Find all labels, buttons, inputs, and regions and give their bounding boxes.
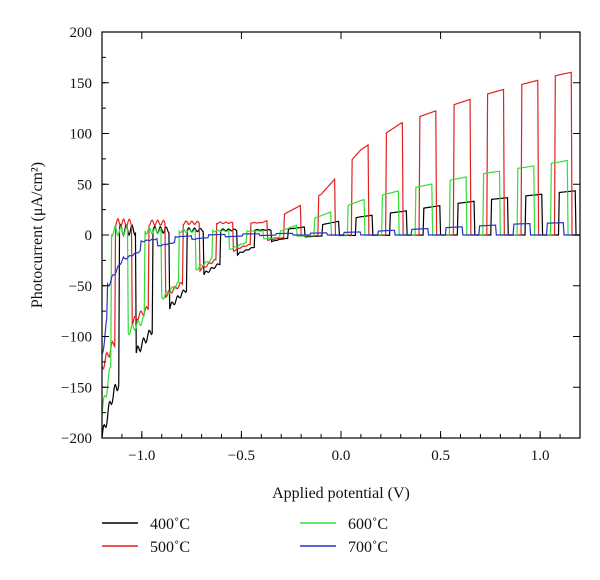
x-tick-label: 0.0 <box>332 448 351 464</box>
series-layer <box>102 71 580 438</box>
series-line <box>102 190 580 438</box>
legend-label: 600˚C <box>348 516 388 533</box>
x-axis-title: Applied potential (V) <box>272 485 410 502</box>
y-tick-label: 100 <box>70 127 93 143</box>
x-tick-label: 0.5 <box>431 448 450 464</box>
ticks-layer: −1.0 −0.5 0.0 0.5 1.0 −200 −150 −100 −50 0 50 100 15… <box>61 25 581 464</box>
legend-label: 500˚C <box>150 539 190 556</box>
x-tick-label: −1.0 <box>128 448 155 464</box>
x-tick-label: −0.5 <box>228 448 255 464</box>
y-tick-label: 200 <box>70 25 93 41</box>
y-tick-label: −150 <box>61 380 92 396</box>
y-tick-label: −100 <box>61 330 92 346</box>
legend-label: 700˚C <box>348 539 388 556</box>
legend-item: 500˚C <box>102 539 190 556</box>
y-tick-label: −200 <box>61 431 92 447</box>
y-tick-label: 50 <box>77 177 92 193</box>
legend-item: 400˚C <box>102 516 190 533</box>
legend-item: 600˚C <box>300 516 388 533</box>
x-tick-label: 1.0 <box>531 448 550 464</box>
series-line <box>102 159 580 415</box>
y-tick-label: −50 <box>69 279 92 295</box>
y-tick-label: 0 <box>85 228 93 244</box>
legend-item: 700˚C <box>300 539 388 556</box>
y-axis-title: Photocurrent (μA/cm²) <box>29 162 46 308</box>
legend-label: 400˚C <box>150 516 190 533</box>
y-tick-label: 150 <box>70 76 93 92</box>
legend: 400˚C 500˚C 600˚C 700˚C <box>102 516 388 556</box>
series-line <box>102 222 580 355</box>
